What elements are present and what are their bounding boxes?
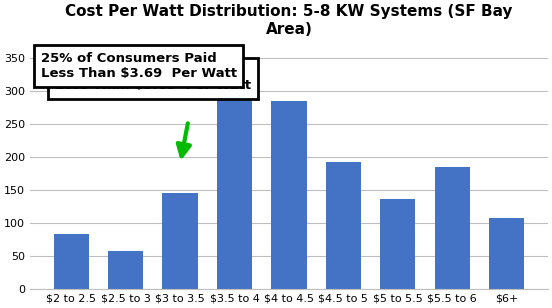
Bar <box>434 168 470 289</box>
Bar <box>217 81 252 289</box>
Bar <box>380 199 416 289</box>
Bar <box>489 218 524 289</box>
Text: 25% of Consumers Paid
Less Than $3.69  Per Watt: 25% of Consumers Paid Less Than $3.69 Pe… <box>40 52 237 80</box>
Text: 25% of Consumers Paid
Less Than $3.69  Per Watt: 25% of Consumers Paid Less Than $3.69 Pe… <box>55 64 251 92</box>
Bar <box>326 162 361 289</box>
Bar <box>162 193 198 289</box>
Bar <box>272 101 307 289</box>
Bar <box>54 234 89 289</box>
Title: Cost Per Watt Distribution: 5-8 KW Systems (SF Bay
Area): Cost Per Watt Distribution: 5-8 KW Syste… <box>65 4 513 37</box>
Bar <box>108 251 144 289</box>
